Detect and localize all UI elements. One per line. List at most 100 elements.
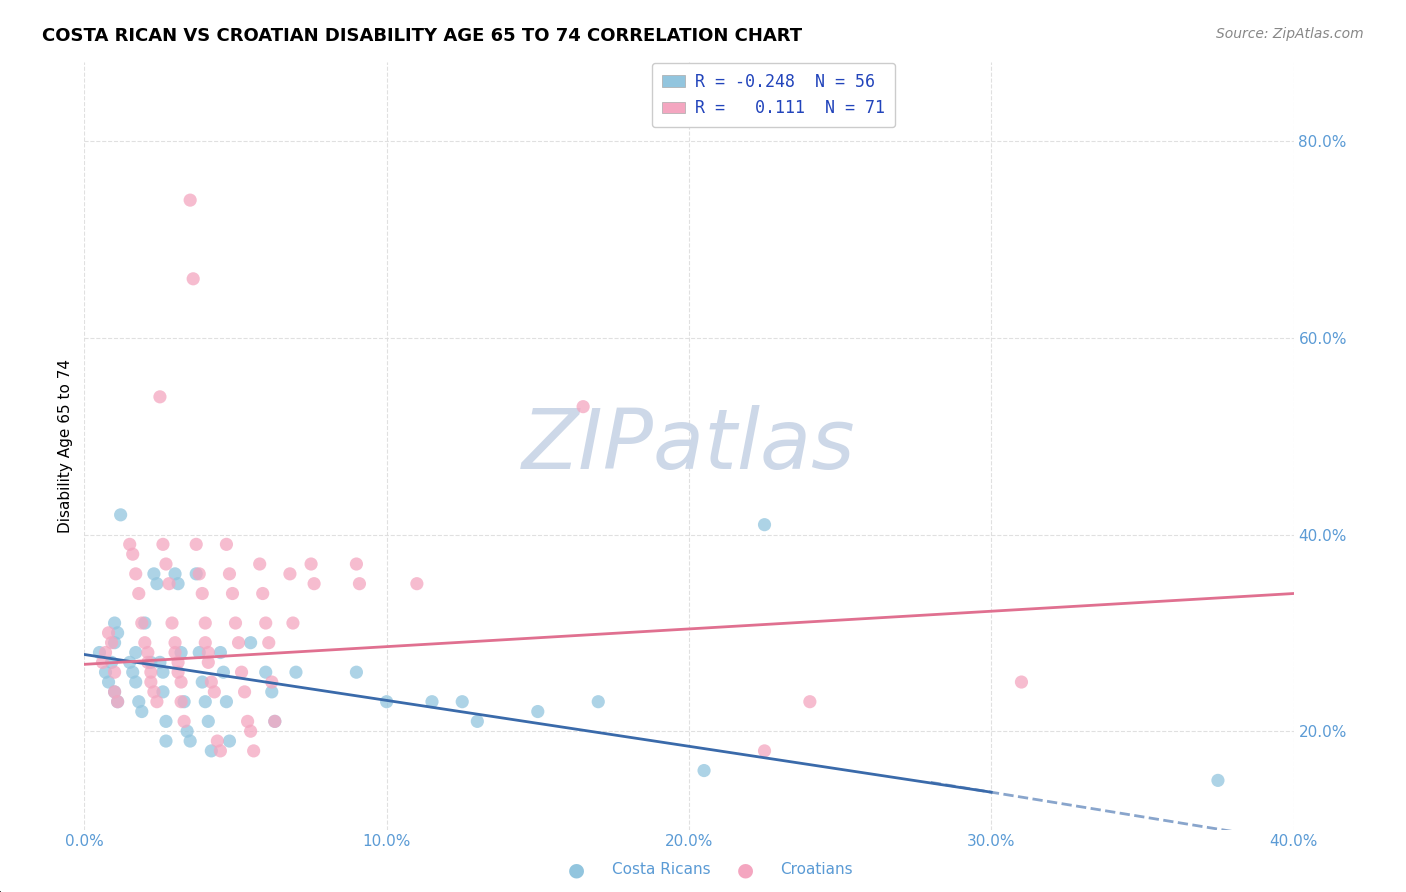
Point (218, 734, 240, 748)
Point (197, 714, 219, 729)
Point (100, 636, 122, 650)
Point (104, 615, 127, 630)
Point (157, 576, 180, 591)
Point (406, 576, 429, 591)
Point (221, 586, 243, 600)
Point (231, 665, 253, 680)
Point (194, 695, 217, 709)
Point (173, 714, 195, 729)
Point (181, 272, 204, 286)
Point (149, 656, 172, 670)
Point (165, 566, 187, 581)
Point (100, 656, 122, 670)
Text: Source: ZipAtlas.com: Source: ZipAtlas.com (1216, 27, 1364, 41)
Point (260, 685, 283, 699)
Point (200, 675, 222, 690)
Point (152, 665, 174, 680)
Point (104, 636, 127, 650)
Point (263, 714, 285, 729)
Point (167, 576, 190, 591)
Point (167, 665, 190, 680)
Point (302, 576, 325, 591)
Point (186, 566, 208, 581)
Point (527, 705, 550, 719)
Point (128, 586, 150, 600)
Point (228, 636, 250, 650)
Point (188, 646, 211, 660)
Point (451, 695, 474, 709)
Point (155, 734, 177, 748)
Point (91, 656, 114, 670)
Point (349, 576, 371, 591)
Point (142, 566, 165, 581)
Point (257, 636, 280, 650)
Point (218, 566, 240, 581)
Point (110, 508, 132, 522)
Point (209, 646, 232, 660)
Point (179, 734, 201, 748)
Text: Costa Ricans: Costa Ricans (612, 863, 710, 877)
Point (118, 656, 141, 670)
Text: ●: ● (568, 860, 585, 880)
Point (278, 566, 301, 581)
Point (754, 517, 776, 532)
Point (588, 695, 610, 709)
Point (176, 724, 198, 739)
Point (215, 695, 238, 709)
Point (107, 625, 129, 640)
Point (104, 665, 127, 680)
Point (197, 656, 219, 670)
Point (173, 695, 195, 709)
Point (165, 636, 187, 650)
Point (107, 695, 129, 709)
Point (97, 625, 120, 640)
Point (693, 764, 716, 778)
Point (233, 685, 256, 699)
Point (125, 675, 148, 690)
Point (170, 695, 193, 709)
Point (191, 586, 214, 600)
Point (186, 537, 208, 551)
Point (121, 547, 143, 561)
Point (375, 695, 398, 709)
Point (104, 685, 127, 699)
Point (346, 665, 368, 680)
Point (299, 557, 322, 571)
Point (179, 193, 201, 207)
Text: COSTA RICAN VS CROATIAN DISABILITY AGE 65 TO 74 CORRELATION CHART: COSTA RICAN VS CROATIAN DISABILITY AGE 6… (42, 27, 803, 45)
Point (263, 714, 285, 729)
Point (225, 615, 247, 630)
Point (128, 695, 150, 709)
Point (89, 646, 111, 660)
Point (209, 744, 232, 758)
Point (160, 615, 183, 630)
Point (249, 557, 271, 571)
Point (239, 636, 262, 650)
Point (136, 656, 159, 670)
Point (139, 665, 162, 680)
Point (194, 615, 217, 630)
Point (125, 646, 148, 660)
Point (139, 675, 162, 690)
Point (754, 744, 776, 758)
Point (125, 566, 148, 581)
Point (104, 685, 127, 699)
Point (260, 675, 283, 690)
Point (1206, 773, 1229, 788)
Point (207, 734, 229, 748)
Point (142, 685, 165, 699)
Point (1011, 675, 1033, 690)
Point (281, 615, 304, 630)
Point (155, 714, 177, 729)
Point (165, 646, 187, 660)
Point (254, 615, 277, 630)
Point (467, 714, 489, 729)
Point (136, 646, 159, 660)
Point (149, 390, 172, 404)
Point (191, 675, 214, 690)
Point (121, 665, 143, 680)
Point (152, 685, 174, 699)
Point (146, 695, 169, 709)
Point (420, 695, 443, 709)
Y-axis label: Disability Age 65 to 74: Disability Age 65 to 74 (58, 359, 73, 533)
